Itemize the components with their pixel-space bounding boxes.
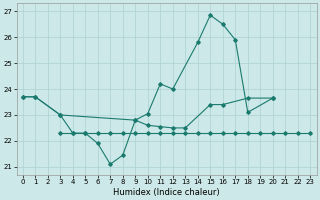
X-axis label: Humidex (Indice chaleur): Humidex (Indice chaleur) — [113, 188, 220, 197]
